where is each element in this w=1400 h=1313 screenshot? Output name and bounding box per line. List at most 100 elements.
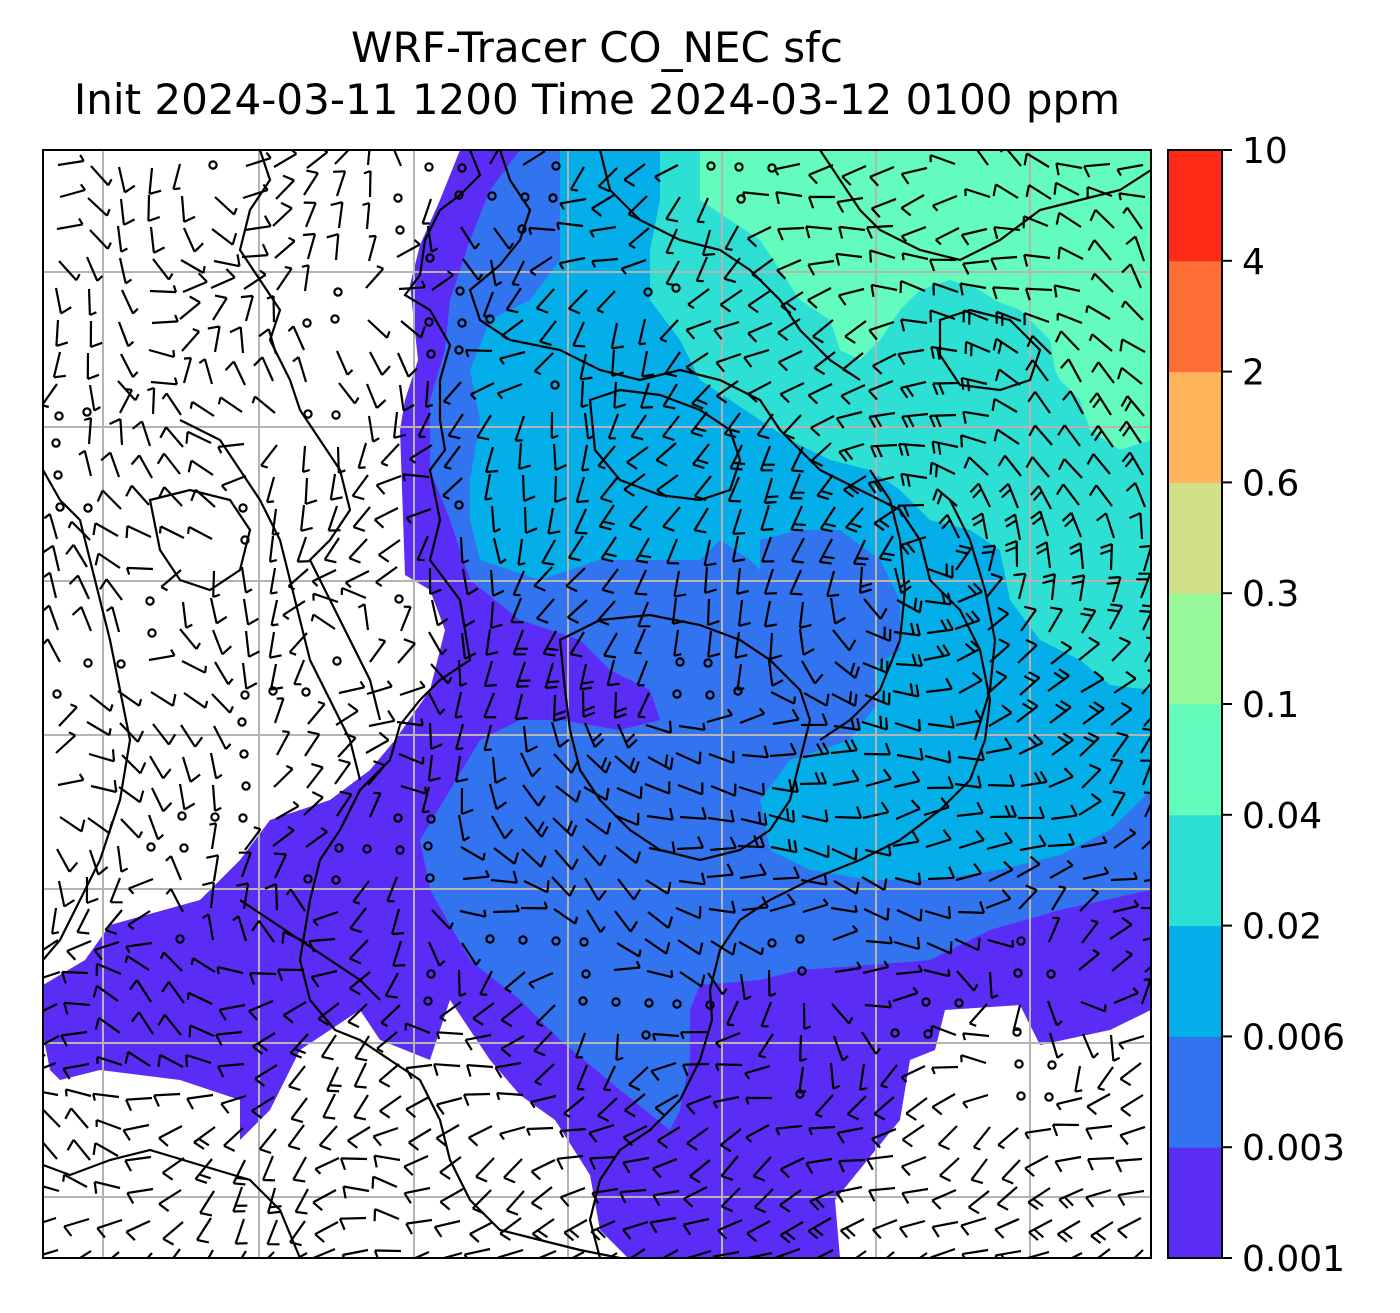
wind-barb bbox=[439, 1001, 462, 1023]
colorbar-tick-label: 0.04 bbox=[1242, 796, 1322, 837]
wind-barb bbox=[637, 601, 651, 628]
wind-barb bbox=[646, 969, 674, 979]
wind-barb bbox=[1121, 451, 1144, 476]
colorbar-segment bbox=[1168, 1036, 1222, 1148]
wind-barb bbox=[500, 1035, 525, 1058]
wind-barb bbox=[928, 258, 957, 272]
wind-barb bbox=[610, 322, 624, 350]
wind-barb bbox=[1018, 884, 1038, 910]
wind-barb bbox=[580, 380, 589, 409]
wind-barb bbox=[354, 1035, 370, 1062]
calm-wind-circle bbox=[520, 192, 530, 202]
calm-wind-circle bbox=[1047, 1060, 1057, 1070]
wind-barb bbox=[843, 475, 867, 498]
wind-barb bbox=[320, 1034, 337, 1061]
wind-barb bbox=[742, 191, 770, 200]
wind-barb bbox=[923, 644, 951, 662]
wind-barb bbox=[986, 831, 1013, 851]
wind-barb bbox=[816, 474, 834, 501]
wind-barb bbox=[969, 482, 991, 508]
wind-barb bbox=[932, 282, 959, 296]
wind-barb bbox=[398, 384, 415, 412]
wind-barb bbox=[541, 539, 556, 566]
wind-barb bbox=[1018, 733, 1044, 755]
wind-barb bbox=[1023, 253, 1051, 267]
wind-barb bbox=[1055, 162, 1083, 176]
wind-barb bbox=[118, 257, 133, 285]
wind-barb bbox=[196, 1217, 212, 1244]
wind-barb bbox=[553, 908, 579, 925]
calm-wind-circle bbox=[954, 998, 964, 1008]
wind-barb bbox=[149, 755, 172, 780]
wind-barb bbox=[1022, 215, 1049, 229]
wind-barb bbox=[391, 908, 405, 936]
wind-barb bbox=[896, 747, 924, 761]
wind-barb bbox=[220, 474, 247, 492]
wind-barb bbox=[148, 167, 162, 195]
calm-wind-circle bbox=[423, 841, 433, 851]
wind-barb bbox=[1129, 512, 1144, 540]
calm-wind-circle bbox=[303, 874, 313, 884]
wind-barb bbox=[769, 742, 797, 758]
wind-barb bbox=[779, 1157, 805, 1179]
wind-barb bbox=[504, 971, 526, 994]
wind-barb bbox=[194, 1158, 213, 1184]
wind-barb bbox=[129, 979, 152, 1003]
wind-barb bbox=[505, 287, 522, 314]
wind-barb bbox=[1079, 888, 1099, 912]
wind-barb bbox=[244, 826, 262, 851]
calm-wind-circle bbox=[734, 162, 744, 172]
wind-barb bbox=[1121, 300, 1144, 321]
calm-wind-circle bbox=[1016, 936, 1026, 946]
wind-barb bbox=[430, 663, 453, 685]
wind-barb bbox=[868, 411, 896, 428]
calm-wind-circle bbox=[644, 998, 654, 1008]
wind-barb bbox=[339, 1157, 368, 1171]
wind-barb bbox=[459, 909, 487, 918]
wind-barb bbox=[274, 236, 296, 259]
wind-barb bbox=[701, 229, 716, 257]
wind-barb bbox=[636, 660, 649, 687]
calm-wind-circle bbox=[208, 160, 218, 170]
wind-barb bbox=[43, 1248, 59, 1256]
wind-barb bbox=[217, 442, 245, 454]
wind-barb bbox=[193, 1126, 216, 1150]
wind-barb bbox=[431, 270, 454, 291]
wind-barb bbox=[116, 845, 129, 873]
wind-barb bbox=[523, 506, 538, 535]
wind-barb bbox=[525, 1126, 554, 1136]
wind-barb bbox=[652, 1189, 680, 1207]
wind-barb bbox=[867, 475, 895, 494]
wind-barb bbox=[89, 229, 112, 250]
wind-barb bbox=[899, 380, 927, 399]
map-title: WRF-Tracer CO_NEC sfc Init 2024-03-11 12… bbox=[0, 22, 1194, 126]
wind-barb bbox=[673, 629, 682, 657]
wind-barb bbox=[460, 226, 481, 250]
wind-barb bbox=[628, 1066, 649, 1091]
wind-barb bbox=[989, 638, 1011, 663]
wind-barb bbox=[805, 1157, 833, 1175]
wind-barb bbox=[1053, 181, 1080, 196]
wind-barb bbox=[443, 445, 461, 470]
wind-barb bbox=[187, 459, 214, 476]
wind-barb bbox=[1023, 312, 1050, 326]
wind-barb bbox=[497, 1248, 524, 1258]
wind-barb bbox=[654, 1094, 679, 1117]
wind-barb bbox=[955, 862, 982, 882]
wind-barb bbox=[566, 599, 588, 624]
wind-barb bbox=[398, 752, 425, 765]
wind-barb bbox=[1080, 670, 1105, 693]
wind-barb bbox=[214, 196, 238, 216]
wind-barb bbox=[859, 566, 873, 594]
concentration-contours bbox=[43, 150, 1151, 1258]
wind-barb bbox=[898, 442, 926, 457]
wind-barb bbox=[931, 440, 959, 455]
wind-barb bbox=[596, 290, 616, 314]
wind-barb bbox=[547, 507, 561, 535]
wind-barb bbox=[528, 971, 554, 989]
wind-barb bbox=[930, 1247, 956, 1258]
calm-wind-circle bbox=[518, 935, 528, 945]
wind-barb bbox=[367, 415, 380, 443]
wind-barb bbox=[43, 604, 60, 631]
wind-barb bbox=[990, 255, 1018, 271]
